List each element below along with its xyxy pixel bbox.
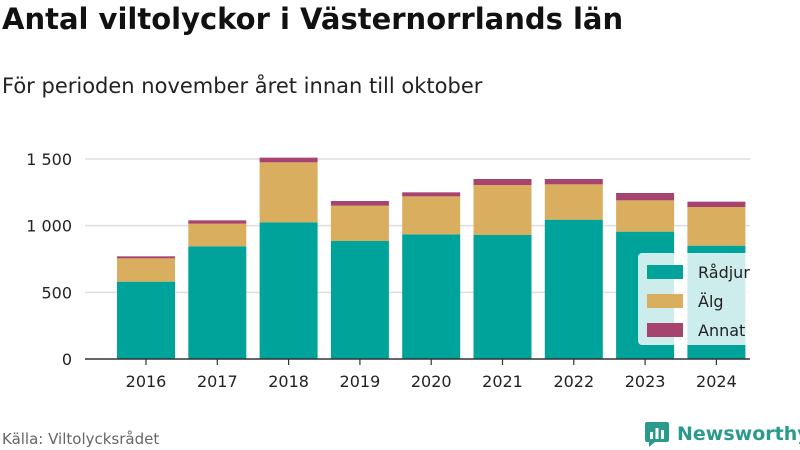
bar-segment [259, 162, 318, 223]
bar-segment [117, 258, 175, 282]
bar-segment [473, 185, 532, 235]
bar-segment [473, 235, 532, 359]
bar-segment [616, 200, 675, 232]
bars [117, 157, 746, 359]
x-tick-label: 2024 [696, 372, 737, 391]
bar-segment [687, 207, 746, 246]
bar-segment [330, 205, 389, 241]
bar-segment [117, 281, 175, 359]
bar-segment [616, 193, 675, 201]
bar-segment [544, 184, 603, 220]
bar-segment [259, 157, 318, 163]
x-tick-label: 2022 [553, 372, 594, 391]
source-note: Källa: Viltolycksrådet [2, 430, 160, 448]
x-tick-label: 2021 [482, 372, 523, 391]
chart-subtitle: För perioden november året innan till ok… [2, 74, 483, 98]
bar-segment [402, 192, 461, 197]
legend-label: Älg [698, 292, 724, 311]
bar-segment [473, 179, 532, 185]
x-tick-label: 2018 [268, 372, 309, 391]
legend: Rådjur Älg Annat [638, 253, 774, 345]
y-tick-label: 500 [41, 283, 72, 302]
axes: 0 500 1 000 1 500 2016 2017 2018 2019 2020 2021 20… [26, 150, 750, 391]
bar-segment [188, 246, 247, 359]
brand: Newsworthy [643, 420, 800, 448]
x-tick-label: 2023 [625, 372, 666, 391]
bar-segment [687, 201, 746, 207]
bar-segment [259, 222, 318, 359]
bar-segment [544, 219, 603, 359]
bar-segment [188, 223, 247, 247]
newsworthy-logo-icon [645, 422, 669, 447]
y-tick-label: 1 000 [26, 217, 72, 236]
x-tick-label: 2020 [411, 372, 452, 391]
legend-swatch [647, 265, 683, 279]
bar-segment [402, 196, 461, 235]
x-tick-label: 2019 [340, 372, 381, 391]
bar-segment [544, 179, 603, 185]
legend-label: Rådjur [698, 263, 750, 282]
bar-segment [117, 256, 175, 259]
chart-title: Antal viltolyckor i Västernorrlands län [2, 2, 624, 36]
legend-swatch [647, 294, 683, 308]
y-tick-label: 1 500 [26, 150, 72, 169]
bar-segment [402, 234, 461, 359]
legend-swatch [647, 323, 683, 337]
x-tick-label: 2017 [197, 372, 238, 391]
legend-label: Annat [698, 321, 745, 340]
brand-name: Newsworthy [677, 423, 800, 445]
bar-segment [330, 241, 389, 359]
bar-segment [330, 201, 389, 206]
bar-segment [188, 220, 247, 224]
x-tick-label: 2016 [126, 372, 167, 391]
y-tick-label: 0 [62, 350, 72, 369]
